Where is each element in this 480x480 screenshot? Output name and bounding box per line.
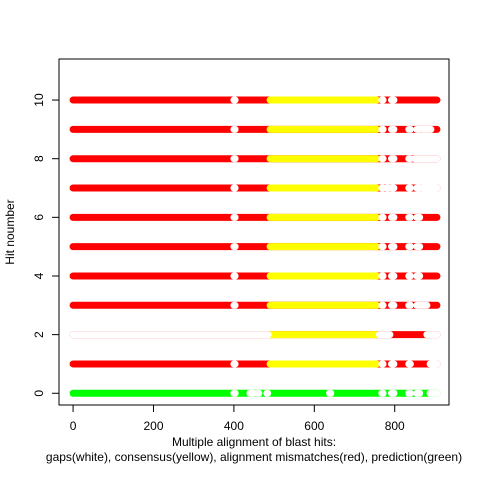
hit-rows <box>69 96 441 397</box>
y-axis-label: Hit noumber <box>3 199 17 264</box>
x-axis-label-line2: gaps(white), consensus(yellow), alignmen… <box>46 450 462 464</box>
x-tick-label: 0 <box>70 419 77 433</box>
y-tick-label: 4 <box>32 272 46 279</box>
y-tick-label: 8 <box>32 155 46 162</box>
x-axis-label: Multiple alignment of blast hits: <box>172 435 336 449</box>
x-axis: 0 200 400 600 800 <box>70 404 405 433</box>
x-tick-label: 200 <box>143 419 163 433</box>
y-tick-label: 2 <box>32 331 46 338</box>
plot-frame <box>58 58 450 406</box>
y-axis: 0 2 4 6 8 10 <box>32 93 60 397</box>
x-tick-label: 400 <box>224 419 244 433</box>
y-tick-label: 6 <box>32 214 46 221</box>
x-tick-label: 800 <box>385 419 405 433</box>
y-tick-label: 0 <box>32 390 46 397</box>
y-tick-label: 10 <box>32 93 46 107</box>
x-tick-label: 600 <box>304 419 324 433</box>
